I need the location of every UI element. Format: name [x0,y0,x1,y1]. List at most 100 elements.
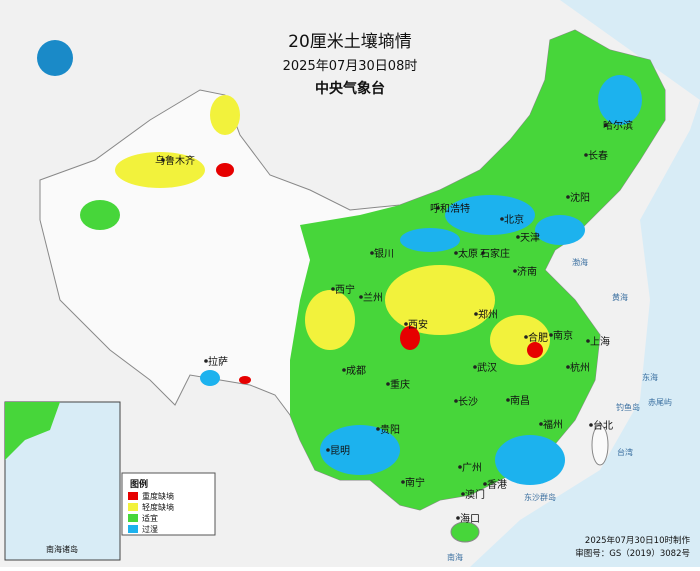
city-label: 呼和浩特 [430,203,470,215]
inset: 南海诸岛 [4,401,121,561]
sea-label: 东海 [642,372,658,382]
city-dot [500,217,504,221]
city-label: 昆明 [330,445,350,457]
title: 20厘米土壤墒情 [288,31,412,52]
city-dot [436,206,440,210]
city-dot [458,465,462,469]
city-dot [483,482,487,486]
city-label: 银川 [374,247,394,260]
agency: 中央气象台 [315,80,385,97]
city-dot [401,480,405,484]
city-dot [456,516,460,520]
city-dot [454,399,458,403]
sea-label: 黄海 [612,292,628,302]
city-dot [566,195,570,199]
legend-label: 重度缺墒 [142,491,174,501]
city-label: 澳门 [465,488,485,501]
city-label: 武汉 [477,361,497,374]
city-label: 广州 [462,462,482,474]
city-label: 济南 [517,265,537,278]
city-label: 南宁 [405,476,425,489]
city-dot [404,322,408,326]
city-dot [549,333,553,337]
city-label: 贵阳 [380,423,400,436]
moisture-area [290,30,665,510]
city-label: 长沙 [458,396,478,408]
city-label: 哈尔滨 [603,119,633,132]
city-label: 香港 [487,479,507,491]
taiwan [591,424,609,466]
legend-swatch [128,503,138,511]
sea-label: 东沙群岛 [524,492,556,502]
city-dot [516,235,520,239]
city-label: 乌鲁木齐 [155,154,195,167]
city-label: 天津 [520,232,540,244]
hainan [450,521,480,543]
city-label: 福州 [543,418,563,431]
city-label: 太原 [458,247,478,260]
city-label: 合肥 [528,331,548,344]
city-dot [454,251,458,255]
inset-label: 南海诸岛 [46,544,78,554]
legend-swatch [128,514,138,522]
city-dot [376,427,380,431]
moisture-patches [80,75,642,485]
city-dot [326,448,330,452]
city-label: 海口 [460,512,480,525]
city-label: 兰州 [363,291,383,304]
city-dot [584,153,588,157]
logo [37,40,73,76]
legend-label: 适宜 [142,513,158,523]
city-label: 西宁 [335,283,355,296]
time: 2025年07月30日08时 [283,59,418,74]
city-dot [204,359,208,363]
legend-label: 过湿 [142,524,158,534]
city-dot [586,339,590,343]
city-dot [461,492,465,496]
legend-title: 图例 [130,478,148,490]
city-dot [589,423,593,427]
city-label: 长春 [588,150,608,162]
city-dot [524,335,528,339]
city-dot [481,251,485,255]
city-dot [474,312,478,316]
sea-label: 南海 [447,552,463,562]
city-dot [342,368,346,372]
city-label: 南昌 [510,394,530,407]
sea-label: 钓鱼岛 [616,402,640,412]
city-dot [386,382,390,386]
city-label: 南京 [553,329,573,342]
city-label: 杭州 [570,361,590,374]
city-dot [473,365,477,369]
city-dot [604,123,608,127]
city-dot [161,158,165,162]
city-label: 石家庄 [480,247,510,260]
city-dot [370,251,374,255]
sea-label: 台湾 [617,447,633,457]
city-label: 重庆 [390,378,410,391]
footer-approval: 审图号：GS（2019）3082号 [575,548,690,559]
legend-swatch [128,492,138,500]
city-label: 北京 [504,213,524,226]
city-dot [539,422,543,426]
city-label: 上海 [590,335,610,348]
city-label: 成都 [346,365,366,377]
city-dot [566,365,570,369]
city-label: 西安 [408,318,428,331]
city-dot [513,269,517,273]
city-label: 沈阳 [570,191,590,204]
city-label: 郑州 [478,308,498,321]
footer-made: 2025年07月30日10时制作 [585,535,691,546]
city-dot [331,287,335,291]
legend-swatch [128,525,138,533]
legend-label: 轻度缺墒 [142,502,174,512]
city-dot [506,398,510,402]
city-dot [359,295,363,299]
city-label: 台北 [593,419,613,432]
sea-label: 赤尾屿 [648,398,672,407]
city-label: 拉萨 [208,355,228,368]
sea-label: 渤海 [572,257,588,267]
sea [470,0,700,567]
